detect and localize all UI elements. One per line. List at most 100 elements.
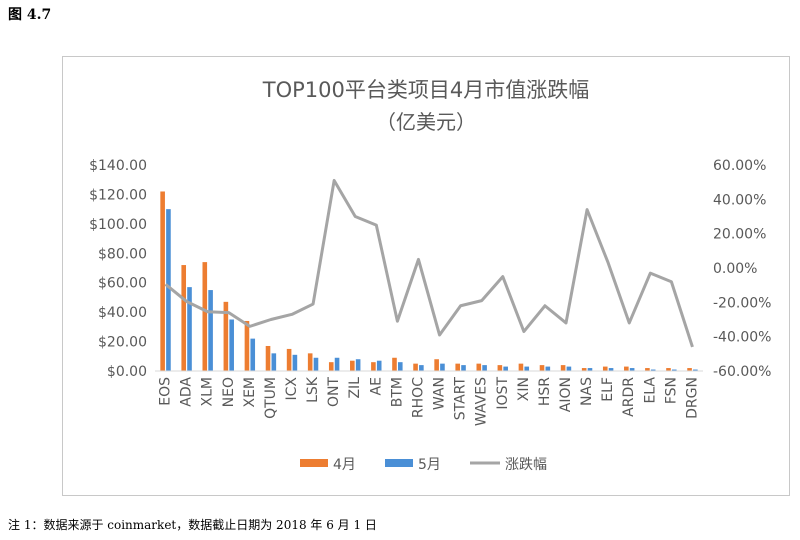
bar-april-wan bbox=[434, 359, 439, 371]
bar-may-xlm bbox=[208, 290, 213, 371]
bar-april-ae bbox=[371, 362, 376, 371]
change-line-series bbox=[164, 178, 694, 348]
x-axis-tick-label: START bbox=[453, 377, 469, 421]
bar-may-start bbox=[461, 365, 466, 371]
bar-april-xin bbox=[518, 363, 524, 371]
bar-april-ela bbox=[645, 368, 650, 371]
legend-label-change: 涨跌幅 bbox=[505, 457, 547, 473]
bar-april-elf bbox=[602, 366, 608, 371]
bar-may-iost bbox=[503, 366, 508, 371]
left-axis-tick-label: $60.00 bbox=[98, 276, 147, 292]
x-axis-tick-label: XLM bbox=[200, 377, 216, 406]
x-axis-tick-label: WAN bbox=[432, 377, 448, 410]
left-axis-tick-label: $140.00 bbox=[89, 158, 147, 174]
right-axis-tick-label: 40.00% bbox=[713, 192, 766, 208]
x-axis-tick-label: BTM bbox=[389, 377, 405, 407]
right-axis-tick-label: 60.00% bbox=[713, 158, 766, 174]
footnote: 注 1：数据来源于 coinmarket，数据截止日期为 2018 年 6 月 … bbox=[8, 518, 377, 532]
x-axis-tick-label: FSN bbox=[663, 377, 679, 404]
bar-may-zil bbox=[355, 359, 361, 371]
x-axis-tick-label: EOS bbox=[158, 377, 174, 406]
bar-may-icx bbox=[292, 354, 298, 371]
left-axis-tick-label: $20.00 bbox=[98, 335, 147, 351]
bar-may-rhoc bbox=[419, 365, 424, 371]
left-axis-tick-label: $0.00 bbox=[107, 364, 147, 380]
bar-april-rhoc bbox=[413, 363, 418, 371]
x-axis-tick-label: ELF bbox=[600, 377, 616, 402]
bar-may-btm bbox=[397, 362, 403, 371]
bar-may-wan bbox=[440, 363, 445, 371]
right-axis-tick-label: 0.00% bbox=[713, 261, 757, 277]
bar-april-fsn bbox=[666, 368, 671, 371]
bar-may-hsr bbox=[545, 366, 551, 371]
bar-april-btm bbox=[392, 357, 397, 371]
bar-april-ardr bbox=[624, 366, 629, 371]
bar-may-nas bbox=[587, 368, 593, 371]
left-axis-tick-label: $40.00 bbox=[98, 305, 147, 321]
bar-may-ardr bbox=[629, 368, 635, 371]
right-axis-tick-label: -20.00% bbox=[713, 295, 771, 311]
bar-may-neo bbox=[229, 319, 234, 371]
bar-may-xem bbox=[250, 338, 256, 371]
x-axis-tick-label: ZIL bbox=[347, 377, 363, 399]
bar-april-waves bbox=[476, 363, 482, 371]
figure-label: 图 4.7 bbox=[8, 7, 52, 23]
bar-may-qtum bbox=[271, 353, 277, 371]
x-axis-tick-label: AE bbox=[368, 377, 384, 395]
bar-april-xem bbox=[244, 320, 250, 371]
bar-april-icx bbox=[286, 348, 292, 371]
bar-may-ada bbox=[187, 287, 192, 371]
combo-chart: TOP100平台类项目4月市值涨跌幅 （亿美元） $0.00 $20.00 $40.… bbox=[89, 78, 771, 473]
bar-april-lsk bbox=[307, 353, 313, 371]
left-axis-tick-label: $100.00 bbox=[89, 217, 147, 233]
bar-april-aion bbox=[560, 365, 566, 371]
bar-may-waves bbox=[482, 365, 487, 371]
left-axis-tick-label: $120.00 bbox=[89, 187, 147, 203]
right-axis-tick-label: -40.00% bbox=[713, 330, 771, 346]
bar-april-hsr bbox=[539, 365, 545, 371]
x-axis-tick-label: ELA bbox=[642, 377, 658, 404]
x-axis-tick-label: DRGN bbox=[684, 377, 700, 419]
bar-april-ada bbox=[181, 265, 187, 371]
x-axis-tick-label: XIN bbox=[516, 377, 532, 401]
x-axis-tick-label: ADA bbox=[179, 377, 195, 407]
bar-may-fsn bbox=[671, 369, 677, 371]
x-axis-tick-label: NEO bbox=[221, 377, 237, 407]
x-axis-tick-label: WAVES bbox=[474, 377, 490, 426]
bar-may-ela bbox=[650, 369, 656, 371]
bar-april-qtum bbox=[265, 345, 271, 371]
x-axis-tick-label: ICX bbox=[284, 377, 300, 401]
legend-swatch-may bbox=[385, 459, 413, 467]
x-axis-tick-label: ARDR bbox=[621, 377, 637, 417]
bar-april-start bbox=[455, 363, 461, 371]
x-axis-tick-label: AION bbox=[558, 377, 574, 412]
bar-may-elf bbox=[608, 368, 614, 371]
bar-may-eos bbox=[166, 209, 171, 371]
chart-subtitle: （亿美元） bbox=[376, 110, 476, 134]
bar-april-zil bbox=[350, 360, 355, 371]
chart-title: TOP100平台类项目4月市值涨跌幅 bbox=[262, 78, 589, 102]
legend-label-may: 5月 bbox=[418, 457, 441, 473]
x-axis-tick-label: IOST bbox=[495, 377, 511, 410]
bar-may-ont bbox=[334, 357, 340, 371]
bar-april-drgn bbox=[687, 368, 692, 371]
bar-april-neo bbox=[223, 301, 229, 371]
legend-swatch-april bbox=[300, 459, 328, 467]
bar-april-xlm bbox=[202, 262, 208, 371]
legend-label-april: 4月 bbox=[333, 457, 356, 473]
bar-may-lsk bbox=[313, 357, 319, 371]
x-axis-tick-label: XEM bbox=[242, 377, 258, 408]
legend: 4月 5月 涨跌幅 bbox=[300, 457, 547, 473]
right-axis-tick-label: -60.00% bbox=[713, 364, 771, 380]
x-axis-tick-label: QTUM bbox=[263, 377, 279, 419]
bar-april-nas bbox=[581, 368, 587, 371]
x-axis-tick-label: ONT bbox=[326, 377, 342, 407]
bar-april-iost bbox=[497, 365, 503, 371]
left-axis-tick-label: $80.00 bbox=[98, 246, 147, 262]
x-axis-tick-label: LSK bbox=[305, 376, 321, 403]
x-axis-tick-label: RHOC bbox=[410, 377, 426, 418]
x-axis-tick-label: NAS bbox=[579, 377, 595, 406]
bar-may-ae bbox=[376, 360, 382, 371]
bar-april-ont bbox=[328, 362, 334, 371]
bar-may-drgn bbox=[693, 369, 698, 371]
